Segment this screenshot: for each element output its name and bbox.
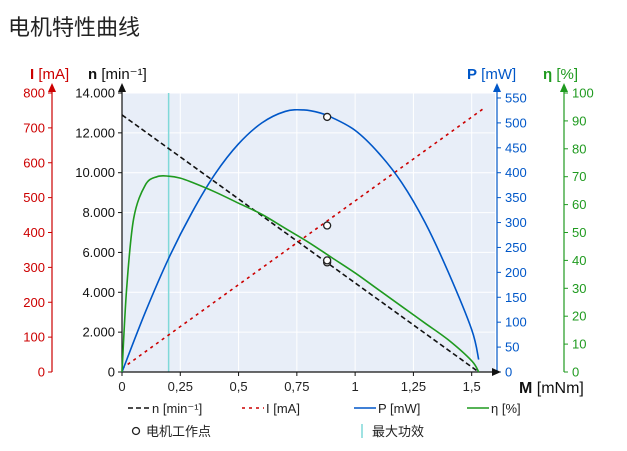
legend-label-n: n [min⁻¹] [152, 401, 202, 416]
eta-tick-label: 100 [572, 86, 594, 101]
operating-point-eta [322, 256, 332, 265]
n-tick-label: 8.000 [82, 205, 115, 220]
eta-tick-label: 90 [572, 113, 586, 128]
I-tick-label: 400 [23, 225, 45, 240]
x-axis-label: M [mNm] [519, 380, 584, 397]
legend-label-eta: η [%] [491, 401, 521, 416]
P-tick-label: 200 [505, 265, 527, 280]
series-line-n [121, 114, 480, 373]
n-axis-label-unit: [min⁻¹] [97, 66, 147, 83]
I-tick-label: 800 [23, 86, 45, 101]
eta-tick-label: 20 [572, 309, 586, 324]
x-tick-label: 1,5 [463, 379, 481, 394]
I-axis-arrow [48, 83, 56, 92]
legend-label-P: P [mW] [378, 401, 420, 416]
eta-axis-label-unit: [%] [552, 66, 578, 83]
legend: n [min⁻¹] I [mA] P [mW] η [%] 电机工作点 最大功效 [128, 401, 521, 440]
I-tick-label: 700 [23, 120, 45, 135]
x-axis-arrow [492, 368, 501, 376]
n-tick-label: 12.000 [75, 125, 115, 140]
n-tick-label: 0 [108, 365, 115, 380]
x-tick-label: 0 [118, 379, 125, 394]
P-axis-label: P [mW] [467, 66, 516, 83]
legend-label-operating-point: 电机工作点 [146, 425, 211, 440]
I-tick-label: 500 [23, 190, 45, 205]
P-tick-label: 500 [505, 115, 527, 130]
eta-tick-label: 70 [572, 169, 586, 184]
legend-label-I: I [mA] [266, 401, 300, 416]
I-tick-label: 600 [23, 155, 45, 170]
x-tick-label: 0,75 [284, 379, 309, 394]
n-tick-label: 6.000 [82, 245, 115, 260]
series-lines [121, 108, 484, 373]
eta-axis-label-symbol: η [543, 66, 552, 83]
operating-point-I [322, 221, 332, 230]
P-tick-label: 250 [505, 240, 527, 255]
eta-tick-label: 50 [572, 225, 586, 240]
eta-axis-label: η [%] [543, 66, 578, 83]
x-tick-label: 1,25 [401, 379, 426, 394]
eta-tick-label: 10 [572, 337, 586, 352]
legend-label-max-efficiency: 最大功效 [372, 425, 424, 440]
I-tick-label: 300 [23, 260, 45, 275]
I-axis-label-symbol: I [30, 66, 34, 83]
series-line-P [121, 108, 480, 373]
eta-tick-label: 80 [572, 141, 586, 156]
eta-tick-label: 60 [572, 197, 586, 212]
plot-background [122, 93, 495, 372]
n-tick-label: 4.000 [82, 285, 115, 300]
x-tick-label: 1 [352, 379, 359, 394]
P-tick-label: 0 [505, 365, 512, 380]
series-line-eta [121, 174, 480, 373]
P-axis-arrow [493, 83, 501, 92]
x-axis-label-unit: [mNm] [532, 380, 584, 397]
I-tick-label: 100 [23, 330, 45, 345]
operating-point-P [322, 112, 332, 122]
eta-tick-label: 0 [572, 365, 579, 380]
x-axis-label-symbol: M [519, 380, 532, 397]
I-tick-label: 200 [23, 295, 45, 310]
eta-tick-label: 30 [572, 281, 586, 296]
n-axis-label: n [min⁻¹] [88, 66, 147, 83]
P-axis-label-symbol: P [467, 66, 477, 83]
eta-axis-arrow [560, 83, 568, 92]
P-tick-label: 400 [505, 165, 527, 180]
n-tick-label: 2.000 [82, 325, 115, 340]
P-tick-label: 100 [505, 315, 527, 330]
legend-symbol-operating-point [131, 426, 141, 436]
n-tick-label: 10.000 [75, 165, 115, 180]
P-tick-label: 300 [505, 215, 527, 230]
n-axis-arrow [118, 83, 126, 92]
n-tick-label: 14.000 [75, 86, 115, 101]
P-tick-label: 50 [505, 340, 519, 355]
I-tick-label: 0 [38, 365, 45, 380]
x-tick-label: 0,25 [168, 379, 193, 394]
I-axis-label-unit: [mA] [34, 66, 69, 83]
P-tick-label: 450 [505, 140, 527, 155]
P-tick-label: 550 [505, 90, 527, 105]
plot-area [122, 92, 495, 372]
n-axis-label-symbol: n [88, 66, 97, 83]
I-axis-label: I [mA] [30, 66, 69, 83]
P-tick-label: 150 [505, 290, 527, 305]
operating-points [322, 112, 332, 267]
P-tick-label: 350 [505, 190, 527, 205]
P-axis-label-unit: [mW] [477, 66, 516, 83]
eta-tick-label: 40 [572, 253, 586, 268]
x-tick-label: 0,5 [230, 379, 248, 394]
page-title: 电机特性曲线 [8, 16, 141, 41]
